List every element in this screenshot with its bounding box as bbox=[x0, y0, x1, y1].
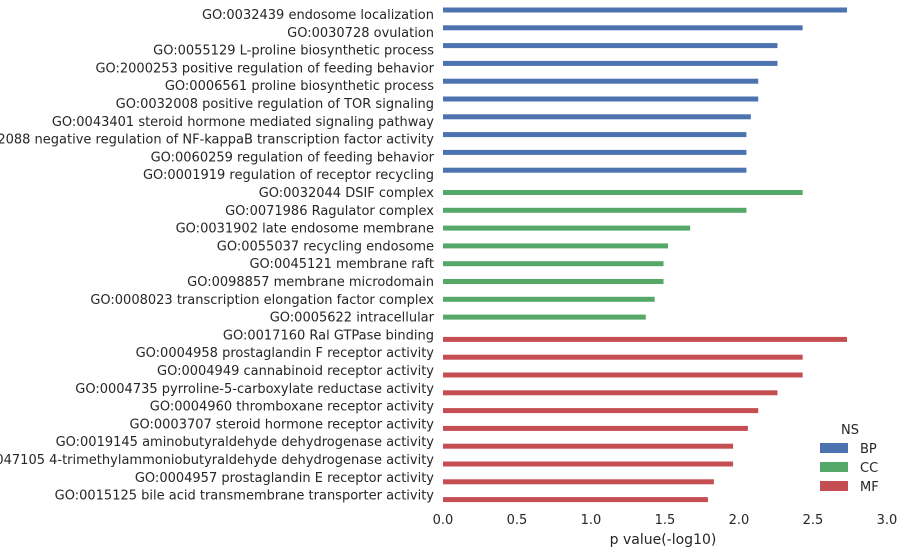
category-label: GO:0032044 DSIF complex bbox=[259, 186, 435, 201]
bar-mf bbox=[443, 336, 848, 342]
legend: NS BP CC MF bbox=[820, 423, 879, 495]
category-label: GO:0045121 membrane raft bbox=[249, 257, 434, 272]
category-label: GO:0032008 positive regulation of TOR si… bbox=[116, 97, 434, 112]
legend-label-bp: BP bbox=[860, 442, 877, 457]
category-label: GO:0008023 transcription elongation fact… bbox=[90, 293, 434, 308]
bar-mf bbox=[443, 372, 803, 378]
category-label: GO:0043401 steroid hormone mediated sign… bbox=[52, 115, 434, 130]
bar-cc bbox=[443, 261, 664, 267]
bar-bp bbox=[443, 60, 778, 66]
category-label: GO:0032088 negative regulation of NF-kap… bbox=[0, 133, 434, 148]
x-axis-title: p value(-log10) bbox=[610, 532, 717, 548]
category-label: GO:0001919 regulation of receptor recycl… bbox=[143, 168, 434, 183]
bar-mf bbox=[443, 354, 803, 360]
category-label: GO:2000253 positive regulation of feedin… bbox=[95, 61, 434, 76]
category-label: GO:0019145 aminobutyraldehyde dehydrogen… bbox=[56, 435, 435, 450]
bar-bp bbox=[443, 132, 747, 138]
category-label: GO:0031902 late endosome membrane bbox=[176, 222, 434, 237]
category-label: GO:0006561 proline biosynthetic process bbox=[165, 79, 434, 94]
x-axis-ticks: 0.0 0.5 1.0 1.5 2.0 2.5 3.0 bbox=[433, 513, 898, 528]
bar-bp bbox=[443, 43, 778, 49]
category-labels: GO:0032439 endosome localization GO:00307… bbox=[0, 8, 435, 504]
legend-swatch-bp bbox=[820, 443, 848, 453]
category-label: GO:0055037 recycling endosome bbox=[217, 239, 434, 254]
bar-bp bbox=[443, 114, 751, 120]
category-label: GO:0060259 regulation of feeding behavio… bbox=[151, 150, 435, 165]
x-tick-label: 0.5 bbox=[507, 513, 528, 528]
category-label: GO:0004735 pyrroline-5-carboxylate reduc… bbox=[75, 382, 434, 397]
bar-bp bbox=[443, 149, 747, 155]
bar-mf bbox=[443, 390, 778, 396]
bar-bp bbox=[443, 167, 747, 173]
legend-label-cc: CC bbox=[860, 461, 878, 476]
category-label: GO:0098857 membrane microdomain bbox=[187, 275, 434, 290]
category-label: GO:0047105 4-trimethylammoniobutyraldehy… bbox=[0, 453, 434, 468]
bar-cc bbox=[443, 296, 655, 302]
bar-mf bbox=[443, 479, 714, 485]
category-label: GO:0004957 prostaglandin E receptor acti… bbox=[135, 471, 434, 486]
category-label: GO:0055129 L-proline biosynthetic proces… bbox=[153, 44, 434, 59]
bar-bp bbox=[443, 78, 759, 84]
bar-cc bbox=[443, 225, 691, 231]
legend-swatch-mf bbox=[820, 481, 848, 491]
category-label: GO:0004958 prostaglandin F receptor acti… bbox=[136, 346, 435, 361]
x-tick-label: 1.5 bbox=[655, 513, 676, 528]
bar-mf bbox=[443, 461, 734, 467]
bar-mf bbox=[443, 408, 759, 414]
legend-swatch-cc bbox=[820, 462, 848, 472]
legend-label-mf: MF bbox=[860, 480, 879, 495]
bar-mf bbox=[443, 425, 748, 431]
category-label: GO:0030728 ovulation bbox=[287, 26, 434, 41]
bar-bp bbox=[443, 7, 848, 13]
bar-cc bbox=[443, 314, 646, 320]
bar-cc bbox=[443, 279, 664, 284]
x-tick-label: 2.5 bbox=[803, 513, 824, 528]
x-tick-label: 3.0 bbox=[877, 513, 898, 528]
bar-mf bbox=[443, 497, 708, 503]
bar-bp bbox=[443, 96, 759, 102]
category-label: GO:0017160 Ral GTPase binding bbox=[223, 328, 434, 343]
bar-bp bbox=[443, 25, 803, 31]
category-label: GO:0004949 cannabinoid receptor activity bbox=[157, 364, 434, 379]
bar-mf bbox=[443, 443, 734, 449]
x-tick-label: 1.0 bbox=[581, 513, 602, 528]
category-label: GO:0005622 intracellular bbox=[270, 311, 435, 326]
bars-layer bbox=[443, 7, 848, 503]
x-tick-label: 2.0 bbox=[729, 513, 750, 528]
category-label: GO:0032439 endosome localization bbox=[202, 8, 434, 23]
bar-cc bbox=[443, 207, 747, 213]
bar-cc bbox=[443, 243, 668, 249]
x-tick-label: 0.0 bbox=[433, 513, 454, 528]
category-label: GO:0003707 steroid hormone receptor acti… bbox=[129, 417, 434, 432]
bar-cc bbox=[443, 190, 803, 195]
category-label: GO:0071986 Ragulator complex bbox=[225, 204, 434, 219]
legend-title: NS bbox=[841, 423, 859, 438]
category-label: GO:0004960 thromboxane receptor activity bbox=[150, 400, 435, 415]
category-label: GO:0015125 bile acid transmembrane trans… bbox=[55, 489, 435, 504]
